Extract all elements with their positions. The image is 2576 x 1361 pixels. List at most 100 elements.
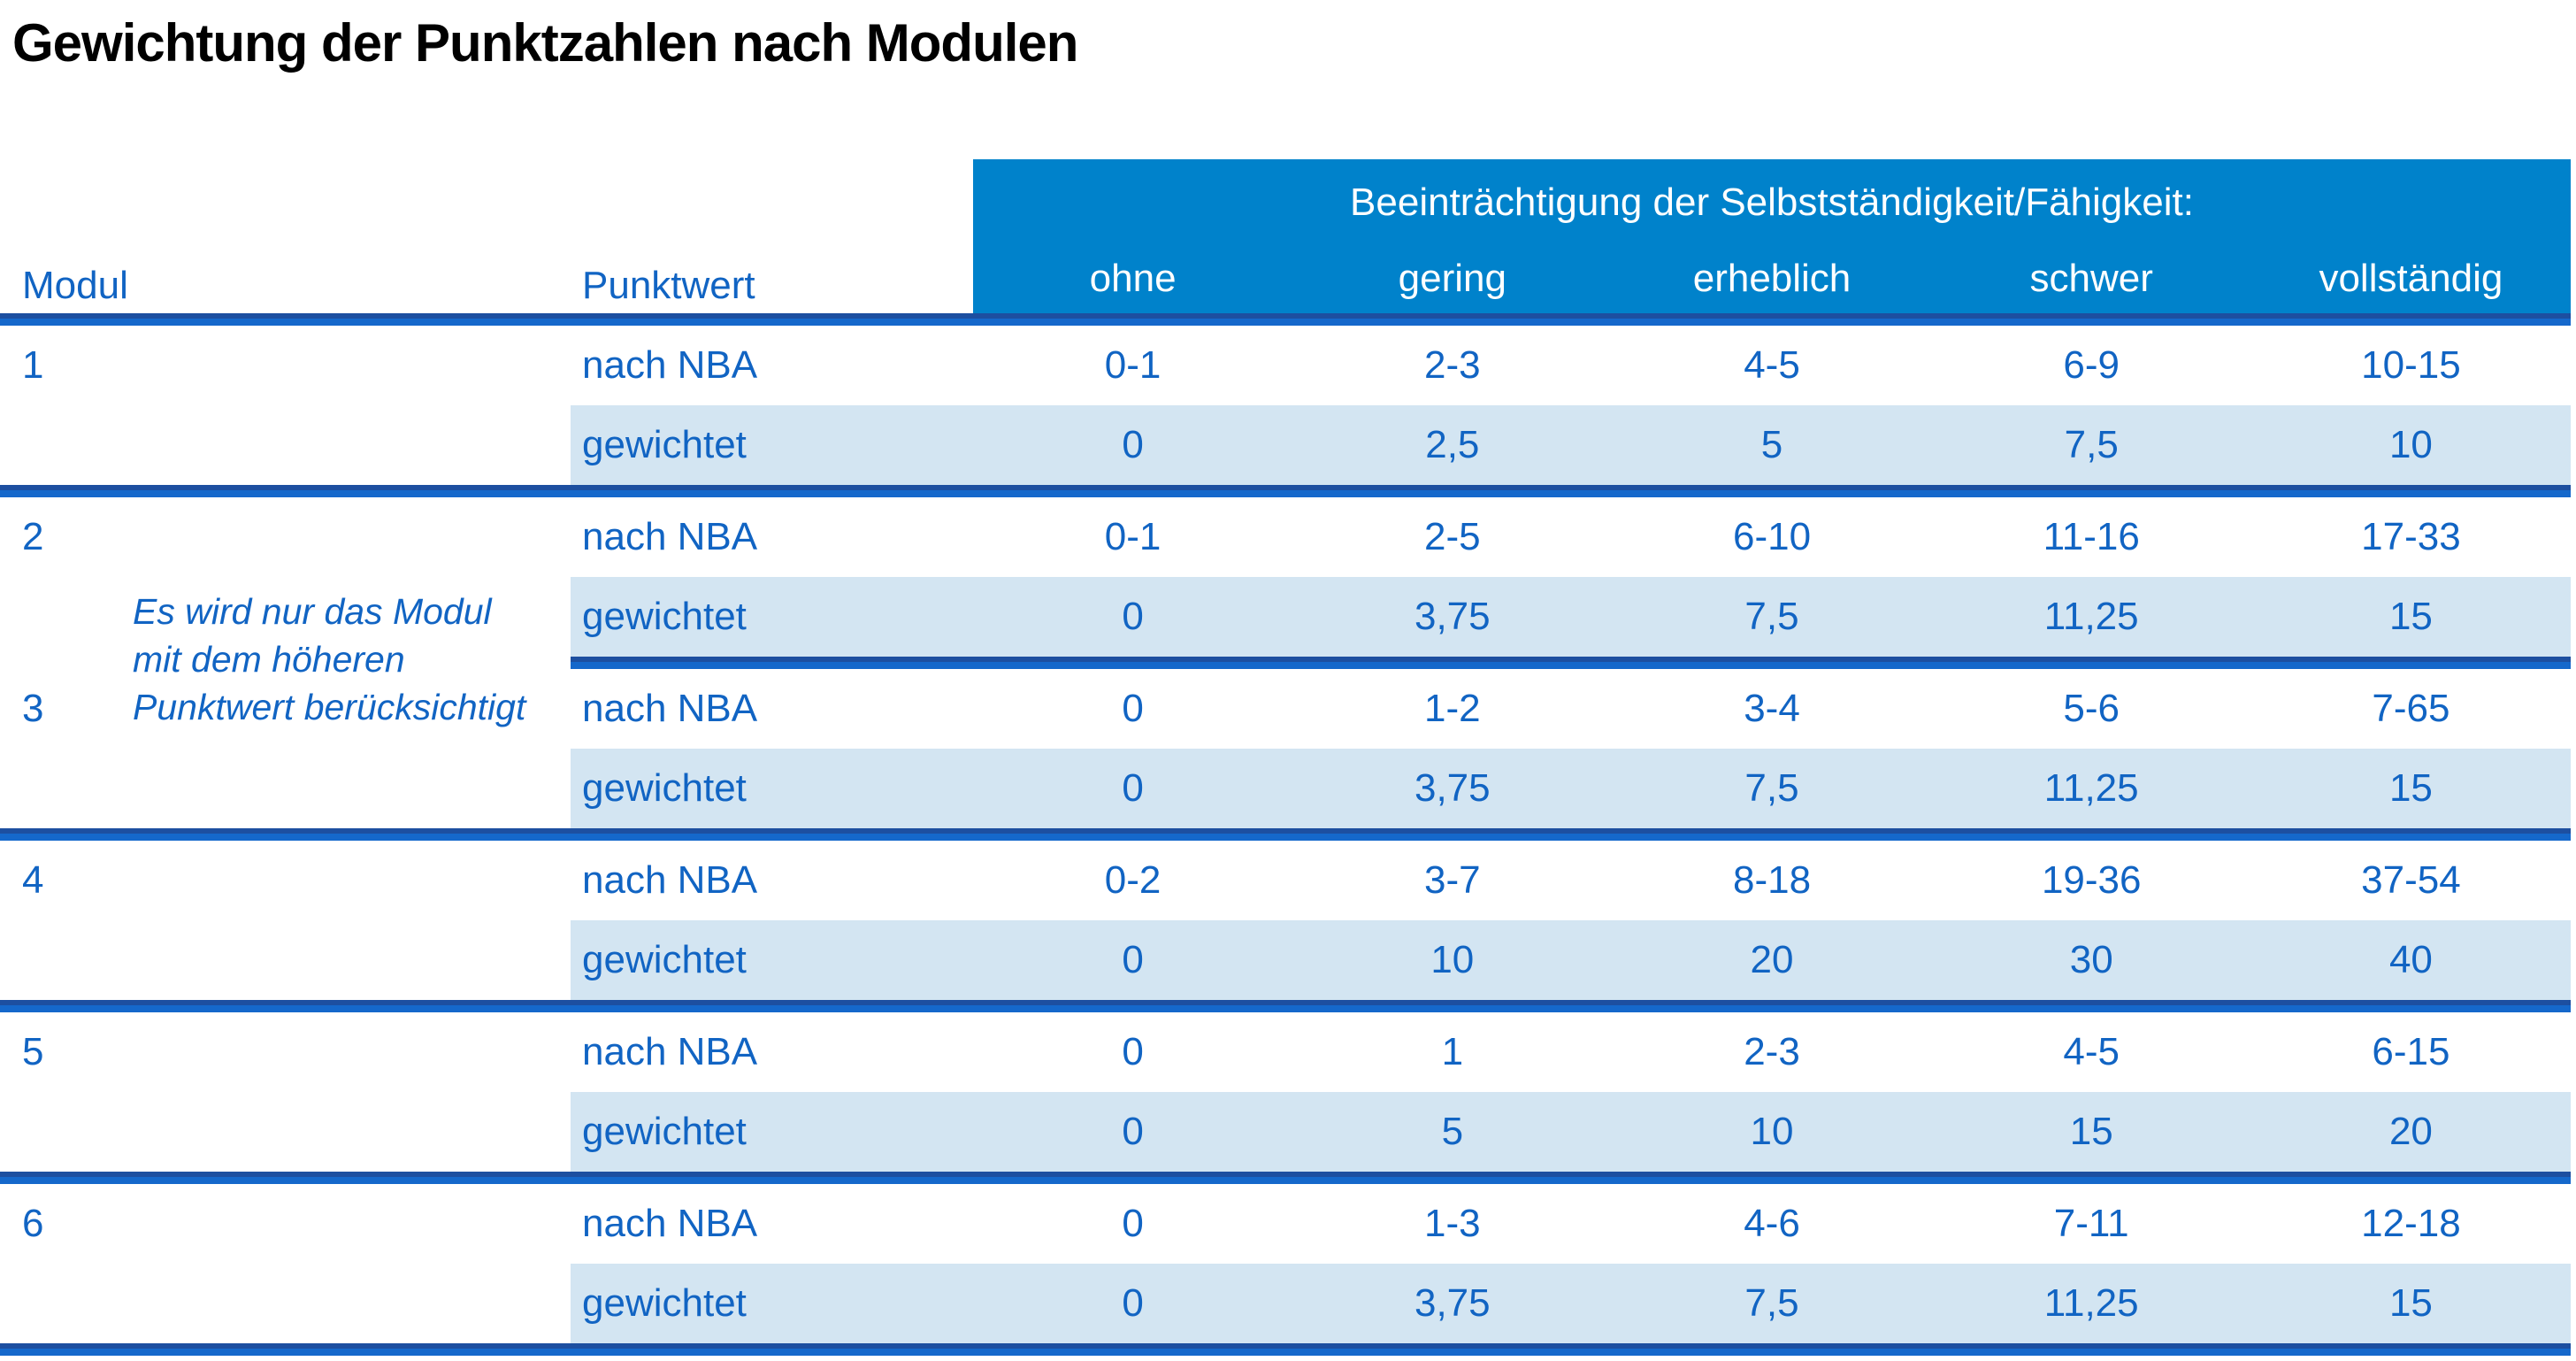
module-6: 6 nach NBA 0 1-3 4-6 7-11 12-18 gewichtet 0 3,75 7… xyxy=(0,1184,2571,1356)
module-6-nba-values: 0 1-3 4-6 7-11 12-18 xyxy=(973,1184,2571,1264)
value-m6-weighted-gering: 3,75 xyxy=(1414,1281,1491,1325)
value-m3-nba-schwer: 5-6 xyxy=(2063,687,2120,730)
module-number-6: 6 xyxy=(22,1202,44,1245)
value-m3-weighted-gering: 3,75 xyxy=(1414,766,1491,810)
note-line-1: Es wird nur das Modul xyxy=(133,591,492,632)
value-m5-nba-schwer: 4-5 xyxy=(2063,1030,2120,1073)
value-m4-nba-schwer: 19-36 xyxy=(2041,858,2142,902)
module-2: 2 nach NBA 0-1 2-5 6-10 11-16 17-33 gewichtet 0 3… xyxy=(0,497,2571,669)
value-m5-nba-ohne: 0 xyxy=(1122,1030,1144,1073)
module-2-row-weighted: gewichtet 0 3,75 7,5 11,25 15 xyxy=(0,577,2571,657)
module-2-row-nba: 2 nach NBA 0-1 2-5 6-10 11-16 17-33 xyxy=(0,497,2571,577)
module-3-weighted-values: 0 3,75 7,5 11,25 15 xyxy=(973,749,2571,828)
value-m1-nba-ohne: 0-1 xyxy=(1104,343,1162,387)
value-m1-nba-erheblich: 4-5 xyxy=(1744,343,1800,387)
value-m1-nba-gering: 2-3 xyxy=(1424,343,1481,387)
value-m4-nba-vollständig: 37-54 xyxy=(2361,858,2461,902)
module-3-row-weighted: gewichtet 0 3,75 7,5 11,25 15 xyxy=(0,749,2571,828)
value-m5-weighted-ohne: 0 xyxy=(1122,1110,1144,1153)
value-m5-weighted-gering: 5 xyxy=(1441,1110,1464,1153)
value-m3-nba-ohne: 0 xyxy=(1122,687,1144,730)
note-line-2: mit dem höheren xyxy=(133,639,405,680)
severity-col-gering: gering xyxy=(1398,257,1506,300)
value-m1-weighted-gering: 2,5 xyxy=(1425,423,1480,466)
value-m6-nba-gering: 1-3 xyxy=(1424,1202,1481,1245)
module-number-5: 5 xyxy=(22,1030,44,1073)
module-6-row-weighted: gewichtet 0 3,75 7,5 11,25 15 xyxy=(0,1264,2571,1343)
value-m4-weighted-erheblich: 20 xyxy=(1750,938,1794,981)
value-m2-nba-erheblich: 6-10 xyxy=(1732,515,1812,558)
row-label-gewichtet: gewichtet xyxy=(582,938,747,981)
module-2-3-note: Es wird nur das Modul mit dem höheren Punk… xyxy=(133,588,610,731)
module-4-row-weighted: gewichtet 0 10 20 30 40 xyxy=(0,920,2571,1000)
module-5-nba-values: 0 1 2-3 4-5 6-15 xyxy=(973,1012,2571,1092)
module-3-row-nba: 3 nach NBA 0 1-2 3-4 5-6 7-65 xyxy=(0,669,2571,749)
row-label-gewichtet: gewichtet xyxy=(582,1281,747,1325)
row-label-gewichtet: gewichtet xyxy=(582,595,747,638)
value-m5-nba-gering: 1 xyxy=(1441,1030,1464,1073)
value-m5-weighted-erheblich: 10 xyxy=(1750,1110,1794,1153)
module-5-row-nba: 5 nach NBA 0 1 2-3 4-5 6-15 xyxy=(0,1012,2571,1092)
value-m2-weighted-vollständig: 15 xyxy=(2388,595,2433,638)
row-label-nach-nba: nach NBA xyxy=(582,687,758,730)
value-m4-weighted-vollständig: 40 xyxy=(2388,938,2433,981)
row-label-nach-nba: nach NBA xyxy=(582,858,758,902)
module-2-nba-values: 0-1 2-5 6-10 11-16 17-33 xyxy=(973,497,2571,577)
value-m2-weighted-gering: 3,75 xyxy=(1414,595,1491,638)
module-4-row-nba: 4 nach NBA 0-2 3-7 8-18 19-36 37-54 xyxy=(0,841,2571,920)
value-m1-weighted-erheblich: 5 xyxy=(1760,423,1783,466)
row-label-gewichtet: gewichtet xyxy=(582,423,747,466)
value-m5-weighted-vollständig: 20 xyxy=(2388,1110,2433,1153)
value-m4-weighted-gering: 10 xyxy=(1430,938,1475,981)
divider-after-module-6 xyxy=(0,1343,2571,1356)
value-m6-nba-erheblich: 4-6 xyxy=(1744,1202,1800,1245)
severity-col-ohne: ohne xyxy=(1089,257,1177,300)
value-m6-weighted-ohne: 0 xyxy=(1122,1281,1144,1325)
row-label-gewichtet: gewichtet xyxy=(582,1110,747,1153)
divider-after-module-1 xyxy=(0,485,2571,497)
row-label-nach-nba: nach NBA xyxy=(582,1030,758,1073)
value-m1-nba-vollständig: 10-15 xyxy=(2361,343,2461,387)
header-divider xyxy=(0,313,2571,326)
module-1-weighted-values: 0 2,5 5 7,5 10 xyxy=(973,405,2571,485)
value-m6-weighted-erheblich: 7,5 xyxy=(1744,1281,1799,1325)
value-m6-nba-ohne: 0 xyxy=(1122,1202,1144,1245)
value-m2-weighted-schwer: 11,25 xyxy=(2043,595,2139,638)
value-m6-nba-schwer: 7-11 xyxy=(2053,1202,2129,1245)
value-m3-weighted-schwer: 11,25 xyxy=(2043,766,2139,810)
module-number-4: 4 xyxy=(22,858,44,902)
module-rows: 1 nach NBA 0-1 2-3 4-5 6-9 10-15 gewichtet 0 2,5 5… xyxy=(0,326,2571,1356)
row-label-nach-nba: nach NBA xyxy=(582,515,758,558)
value-m3-weighted-ohne: 0 xyxy=(1122,766,1144,810)
value-m4-weighted-schwer: 30 xyxy=(2069,938,2113,981)
value-m4-nba-gering: 3-7 xyxy=(1424,858,1481,902)
module-5-row-weighted: gewichtet 0 5 10 15 20 xyxy=(0,1092,2571,1172)
severity-col-erheblich: erheblich xyxy=(1692,257,1852,300)
value-m3-nba-gering: 1-2 xyxy=(1424,687,1481,730)
module-5: 5 nach NBA 0 1 2-3 4-5 6-15 gewichtet 0 5 10 15 20 xyxy=(0,1012,2571,1184)
column-header-punktwert: Punktwert xyxy=(582,264,755,307)
value-m3-nba-erheblich: 3-4 xyxy=(1744,687,1800,730)
value-m3-weighted-vollständig: 15 xyxy=(2388,766,2433,810)
value-m5-nba-erheblich: 2-3 xyxy=(1744,1030,1800,1073)
column-header-modul: Modul xyxy=(22,264,128,307)
value-m2-nba-ohne: 0-1 xyxy=(1104,515,1162,558)
module-5-weighted-values: 0 5 10 15 20 xyxy=(973,1092,2571,1172)
row-label-nach-nba: nach NBA xyxy=(582,343,758,387)
value-m2-nba-gering: 2-5 xyxy=(1424,515,1481,558)
value-m2-weighted-erheblich: 7,5 xyxy=(1744,595,1799,638)
value-m5-nba-vollständig: 6-15 xyxy=(2372,1030,2450,1073)
divider-after-module-3 xyxy=(0,828,2571,841)
module-1-nba-values: 0-1 2-3 4-5 6-9 10-15 xyxy=(973,326,2571,405)
divider-after-module-2 xyxy=(571,657,2571,669)
module-6-row-nba: 6 nach NBA 0 1-3 4-6 7-11 12-18 xyxy=(0,1184,2571,1264)
value-m3-nba-vollständig: 7-65 xyxy=(2372,687,2450,730)
severity-column-headers: ohne gering erheblich schwer vollständig xyxy=(973,255,2571,303)
module-4-weighted-values: 0 10 20 30 40 xyxy=(973,920,2571,1000)
value-m6-nba-vollständig: 12-18 xyxy=(2361,1202,2461,1245)
page-title: Gewichtung der Punktzahlen nach Modulen xyxy=(12,13,1078,73)
module-3-nba-values: 0 1-2 3-4 5-6 7-65 xyxy=(973,669,2571,749)
module-4-nba-values: 0-2 3-7 8-18 19-36 37-54 xyxy=(973,841,2571,920)
